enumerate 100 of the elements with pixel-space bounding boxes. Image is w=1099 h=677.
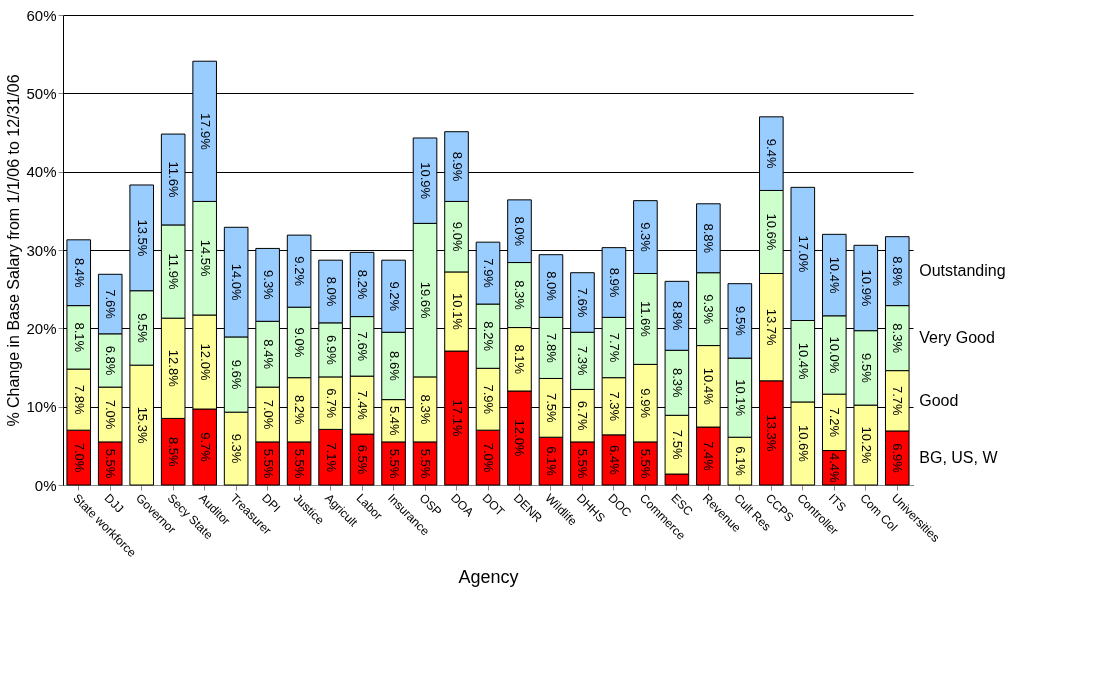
- data-label: 7.5%: [669, 429, 685, 460]
- data-label: 9.0%: [449, 221, 465, 252]
- data-label: 7.9%: [481, 384, 496, 415]
- y-tick-label: 50%: [26, 84, 57, 102]
- data-label: 8.1%: [71, 322, 87, 353]
- data-label: 7.0%: [71, 442, 87, 473]
- data-label: 8.9%: [606, 267, 622, 298]
- y-tick-label: 10%: [26, 398, 57, 416]
- data-label: 7.4%: [355, 390, 371, 421]
- data-label: 8.4%: [260, 339, 276, 370]
- data-label: 5.5%: [575, 448, 591, 479]
- data-label: 8.8%: [669, 300, 685, 332]
- data-label: 10.9%: [858, 269, 874, 307]
- data-label: 10.4%: [701, 367, 717, 406]
- data-label: 7.0%: [103, 399, 119, 430]
- y-axis-title: % Change in Base Salary from 1/1/06 to 12/31/06: [5, 74, 23, 427]
- data-label: 9.3%: [701, 294, 717, 325]
- data-label: 10.0%: [827, 336, 843, 374]
- series-label: Very Good: [919, 329, 995, 347]
- data-label: 9.7%: [197, 432, 213, 463]
- data-label: 5.5%: [638, 448, 654, 479]
- data-label: 9.2%: [386, 281, 402, 312]
- data-label: 7.0%: [260, 399, 276, 430]
- data-label: 7.9%: [481, 258, 496, 289]
- data-label: 13.7%: [764, 308, 780, 347]
- data-label: 8.2%: [355, 269, 371, 300]
- data-label: 4.4%: [827, 452, 843, 484]
- data-label: 13.5%: [134, 219, 150, 257]
- data-label: 7.8%: [543, 333, 559, 364]
- data-label: 6.1%: [543, 446, 559, 477]
- data-label: 8.3%: [418, 394, 434, 425]
- series-label: Outstanding: [919, 262, 1006, 280]
- data-label: 6.8%: [103, 345, 119, 376]
- data-label: 19.6%: [418, 281, 434, 319]
- data-label: 8.3%: [669, 367, 685, 399]
- data-label: 7.0%: [481, 442, 496, 473]
- data-label: 10.4%: [827, 256, 843, 294]
- data-label: 6.9%: [890, 443, 906, 474]
- data-label: 5.5%: [292, 448, 308, 479]
- data-label: 10.4%: [795, 342, 811, 381]
- data-label: 8.8%: [701, 223, 717, 254]
- data-label: 14.5%: [197, 239, 213, 278]
- data-label: 9.3%: [229, 433, 245, 464]
- data-label: 13.3%: [764, 414, 780, 452]
- data-label: 11.6%: [638, 300, 654, 338]
- data-label: 9.3%: [260, 270, 276, 301]
- series-label: Good: [919, 391, 959, 409]
- x-axis-title: Agency: [458, 567, 519, 588]
- y-tick-label: 20%: [26, 319, 57, 337]
- data-label: 12.0%: [512, 419, 528, 457]
- data-label: 7.1%: [323, 442, 339, 473]
- data-label: 8.0%: [512, 216, 528, 247]
- data-label: 8.0%: [543, 271, 559, 302]
- data-label: 6.1%: [732, 446, 748, 477]
- x-tick-label: DJJ: [101, 491, 127, 516]
- data-label: 7.6%: [355, 331, 371, 362]
- data-label: 6.4%: [606, 445, 622, 476]
- data-label: 9.5%: [134, 313, 150, 344]
- data-label: 8.6%: [386, 351, 402, 382]
- data-label: 7.2%: [827, 407, 843, 438]
- data-label: 7.4%: [701, 441, 717, 472]
- data-label: 10.1%: [449, 293, 465, 331]
- data-label: 7.3%: [575, 346, 591, 377]
- data-label: 8.2%: [481, 321, 496, 352]
- data-label: 5.5%: [418, 448, 434, 479]
- data-label: 8.2%: [292, 394, 308, 426]
- y-tick-label: 0%: [34, 476, 57, 494]
- data-label: 7.5%: [543, 393, 559, 424]
- series-label: BG, US, W: [919, 448, 999, 466]
- data-label: 8.8%: [890, 256, 906, 287]
- data-label: 5.5%: [260, 448, 276, 479]
- data-label: 6.7%: [323, 388, 339, 419]
- data-label: 10.1%: [732, 379, 748, 417]
- data-label: 10.6%: [795, 425, 811, 463]
- data-label: 7.7%: [890, 385, 906, 417]
- data-label: 9.3%: [638, 222, 654, 253]
- data-label: 8.3%: [890, 323, 906, 354]
- y-tick-label: 40%: [26, 163, 57, 181]
- data-label: 17.9%: [197, 112, 213, 151]
- data-label: 11.6%: [166, 161, 182, 198]
- data-label: 6.7%: [575, 400, 591, 431]
- data-label: 7.3%: [606, 391, 622, 422]
- data-label: 8.3%: [512, 280, 528, 311]
- data-label: 10.6%: [764, 213, 780, 251]
- data-label: 9.4%: [764, 138, 780, 169]
- data-label: 8.4%: [71, 257, 87, 288]
- data-label: 8.1%: [512, 344, 528, 375]
- data-label: 14.0%: [229, 263, 245, 301]
- y-tick-label: 60%: [26, 6, 57, 24]
- data-label: 5.5%: [386, 448, 402, 479]
- data-label: 6.9%: [323, 335, 339, 366]
- data-label: 9.6%: [229, 359, 245, 390]
- data-label: 9.5%: [858, 353, 874, 384]
- y-tick-label: 30%: [26, 241, 57, 259]
- data-label: 7.7%: [606, 332, 622, 363]
- data-label: 12.8%: [166, 349, 182, 388]
- data-label: 9.2%: [292, 256, 308, 287]
- data-label: 12.0%: [197, 343, 213, 381]
- data-label: 11.9%: [166, 253, 182, 290]
- data-label: 15.3%: [134, 406, 150, 444]
